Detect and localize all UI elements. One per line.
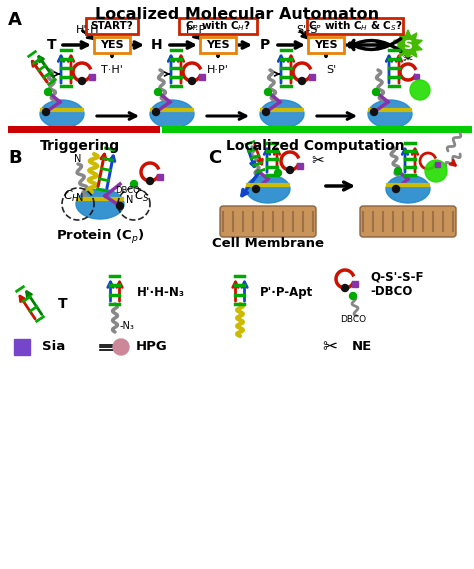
Text: H'·H-N₃: H'·H-N₃ (137, 286, 185, 299)
Circle shape (373, 89, 380, 96)
Circle shape (410, 80, 430, 100)
Circle shape (349, 292, 356, 299)
Text: Protein (C$_p$): Protein (C$_p$) (56, 228, 144, 246)
Text: YES: YES (314, 40, 338, 50)
Bar (309, 74, 315, 80)
Ellipse shape (386, 175, 430, 203)
Circle shape (155, 89, 162, 96)
Bar (89, 74, 95, 80)
Circle shape (45, 89, 52, 96)
Text: H: H (151, 38, 163, 52)
Text: B: B (8, 149, 22, 167)
Text: $C_H$: $C_H$ (64, 188, 81, 204)
Text: P'·P-Apt: P'·P-Apt (260, 286, 313, 299)
Bar (297, 163, 303, 169)
Circle shape (264, 89, 272, 96)
Text: P'·P: P'·P (186, 25, 206, 35)
Text: NE: NE (352, 340, 372, 353)
Text: H'·H: H'·H (76, 25, 100, 35)
Circle shape (274, 170, 282, 176)
Text: YES: YES (206, 40, 230, 50)
Text: S': S' (326, 65, 336, 75)
Bar (157, 174, 163, 180)
Text: S'-S: S'-S (296, 25, 318, 35)
Text: ✂: ✂ (322, 338, 337, 356)
Circle shape (299, 77, 306, 85)
Circle shape (117, 203, 124, 209)
Text: Triggering: Triggering (40, 139, 120, 153)
Text: A: A (8, 11, 22, 29)
Circle shape (341, 284, 348, 291)
Text: $C_S$: $C_S$ (134, 188, 150, 204)
Text: START?: START? (91, 21, 133, 31)
Ellipse shape (76, 189, 124, 219)
FancyBboxPatch shape (360, 206, 456, 237)
Circle shape (392, 185, 400, 192)
Text: T·H': T·H' (101, 65, 123, 75)
Circle shape (130, 180, 137, 188)
FancyBboxPatch shape (179, 18, 257, 34)
Bar (352, 281, 358, 287)
Text: Localized Molecular Automaton: Localized Molecular Automaton (95, 7, 379, 22)
Ellipse shape (246, 175, 290, 203)
FancyBboxPatch shape (86, 18, 138, 34)
Circle shape (79, 77, 85, 85)
Text: Localized Computation: Localized Computation (226, 139, 404, 153)
Circle shape (286, 167, 293, 174)
Text: T: T (47, 38, 57, 52)
Text: S: S (403, 39, 412, 52)
Ellipse shape (260, 100, 304, 128)
Text: DBCO: DBCO (116, 185, 140, 195)
Bar (199, 74, 205, 80)
Circle shape (43, 109, 49, 116)
Bar (414, 74, 419, 79)
FancyBboxPatch shape (307, 18, 403, 34)
FancyBboxPatch shape (220, 206, 316, 237)
Text: N: N (126, 195, 134, 205)
Circle shape (113, 339, 129, 355)
Text: Cell Membrane: Cell Membrane (212, 237, 324, 250)
FancyBboxPatch shape (200, 37, 236, 53)
Text: Q-S'-S-F
-DBCO: Q-S'-S-F -DBCO (370, 270, 423, 298)
Text: ✂: ✂ (403, 52, 413, 65)
FancyBboxPatch shape (94, 37, 130, 53)
Bar (8, 126, 160, 133)
Circle shape (189, 77, 195, 85)
Text: N: N (74, 154, 82, 164)
Circle shape (425, 160, 447, 182)
Ellipse shape (368, 100, 412, 128)
Bar (435, 162, 440, 167)
Circle shape (153, 109, 159, 116)
Bar (14, 339, 30, 355)
Bar (162, 126, 472, 133)
Text: N: N (76, 193, 84, 203)
Text: C$_P$ with C$_H$?: C$_P$ with C$_H$? (185, 19, 251, 33)
Polygon shape (394, 30, 422, 60)
Text: -N₃: -N₃ (120, 321, 135, 331)
Circle shape (394, 167, 401, 175)
Ellipse shape (40, 100, 84, 128)
Text: HPG: HPG (136, 340, 168, 353)
Text: C: C (208, 149, 221, 167)
Circle shape (253, 185, 259, 192)
Text: Sia: Sia (42, 340, 65, 353)
Text: C$_P$ with C$_H$ & C$_S$?: C$_P$ with C$_H$ & C$_S$? (308, 19, 402, 33)
Circle shape (146, 178, 154, 184)
Text: P: P (260, 38, 270, 52)
Circle shape (371, 109, 377, 116)
Text: T: T (58, 297, 68, 311)
Text: DBCO: DBCO (340, 315, 366, 324)
FancyBboxPatch shape (308, 37, 344, 53)
Text: H·P': H·P' (207, 65, 229, 75)
Ellipse shape (150, 100, 194, 128)
Circle shape (263, 109, 270, 116)
Text: ✂: ✂ (311, 154, 324, 168)
Text: YES: YES (100, 40, 124, 50)
